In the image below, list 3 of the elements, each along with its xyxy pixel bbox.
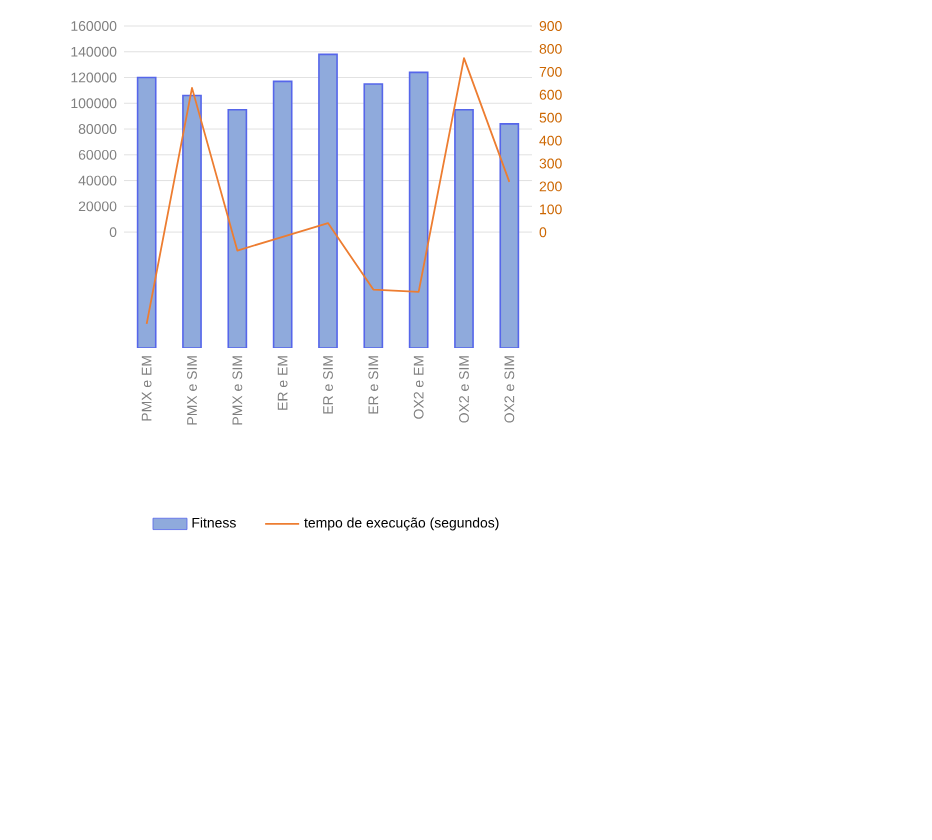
bar [454,108,474,348]
bar [182,94,202,348]
line-series [145,57,511,325]
